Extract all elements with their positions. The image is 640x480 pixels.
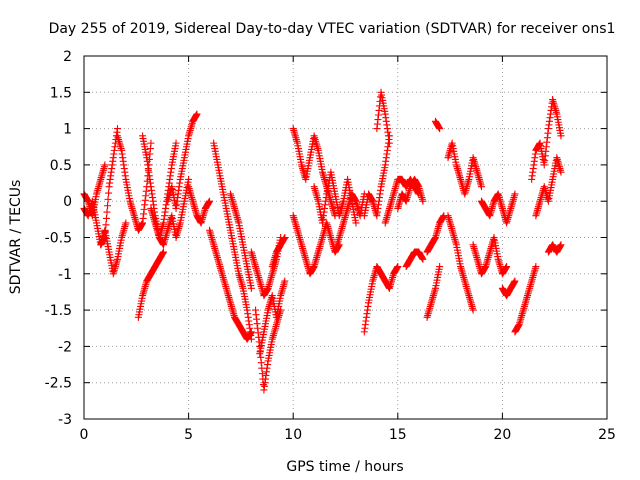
x-axis-label: GPS time / hours: [286, 459, 403, 475]
data-point: [101, 161, 109, 169]
x-tick-label: 20: [493, 427, 511, 443]
series-track: [134, 248, 167, 321]
series-track: [206, 226, 255, 343]
data-point: [104, 195, 112, 203]
data-point: [281, 234, 289, 241]
series-track: [444, 139, 485, 198]
series-track: [331, 190, 368, 256]
x-tick-label: 15: [389, 427, 407, 443]
data-point: [477, 183, 485, 191]
data-point: [281, 277, 289, 285]
series-track: [360, 263, 402, 336]
data-point: [185, 175, 193, 183]
series-track: [402, 248, 427, 271]
series-track: [498, 277, 519, 300]
series-track: [268, 234, 289, 271]
series-track: [469, 234, 511, 278]
series-track: [289, 125, 339, 220]
y-tick-label: 1.5: [50, 85, 72, 101]
series-track: [528, 96, 565, 183]
data-point: [147, 139, 155, 147]
series-track: [423, 212, 448, 256]
series-track: [97, 219, 130, 278]
data-point: [503, 263, 511, 271]
data-point: [511, 190, 519, 198]
series-track: [147, 175, 193, 249]
series-track: [444, 212, 477, 314]
data-point: [557, 241, 565, 249]
series-track: [252, 306, 285, 394]
y-tick-label: 0: [63, 194, 72, 210]
series-track: [394, 175, 427, 212]
data-point: [206, 197, 214, 205]
data-point: [159, 248, 167, 256]
y-tick-label: 0.5: [50, 158, 72, 174]
data-point: [419, 197, 427, 205]
data-point: [557, 132, 565, 140]
series-track: [226, 190, 255, 292]
data-points: [80, 88, 565, 394]
series-track: [139, 132, 180, 241]
series-track: [185, 183, 214, 227]
series-track: [431, 117, 444, 133]
series-track: [477, 190, 519, 227]
y-tick-label: -0.5: [45, 231, 72, 247]
data-point: [436, 125, 444, 133]
data-point: [102, 221, 110, 229]
series-track: [164, 110, 201, 212]
y-tick-label: -1.5: [45, 303, 72, 319]
data-point: [104, 202, 112, 210]
y-axis-label: SDTVAR / TECUs: [8, 180, 24, 295]
data-point: [436, 263, 444, 271]
axis-ticks: 0 5 10 15 20 25 -3 -2.5 -2 -1.5 -1 -0.5 0 0.5 1 1.5 2: [45, 49, 616, 443]
data-point: [193, 110, 201, 118]
y-tick-label: -1: [58, 267, 72, 283]
x-tick-label: 10: [284, 427, 302, 443]
data-point: [122, 219, 130, 227]
data-point: [385, 139, 393, 147]
y-tick-label: 2: [63, 49, 72, 65]
plot-frame: [83, 55, 608, 420]
x-tick-label: 5: [184, 427, 193, 443]
data-point: [113, 125, 121, 133]
data-point: [103, 208, 111, 216]
grid-lines: [84, 56, 607, 419]
data-point: [557, 168, 565, 176]
series-track: [373, 88, 393, 147]
data-point: [352, 219, 360, 227]
data-point: [532, 263, 540, 271]
series-track: [256, 277, 289, 358]
series-track: [80, 161, 109, 220]
x-tick-label: 0: [80, 427, 89, 443]
data-point: [105, 189, 113, 197]
data-point: [247, 284, 255, 292]
series-track: [532, 154, 565, 220]
data-point: [247, 328, 255, 336]
series-track: [289, 212, 343, 278]
series-track: [113, 132, 155, 234]
y-tick-label: -3: [58, 412, 72, 428]
data-point: [172, 139, 180, 147]
chart-title: Day 255 of 2019, Sidereal Day-to-day VTE…: [49, 21, 616, 37]
y-tick-label: -2: [58, 339, 72, 355]
data-point: [419, 255, 427, 263]
data-point: [469, 306, 477, 314]
data-point: [511, 277, 519, 285]
series-track: [423, 263, 444, 321]
y-tick-label: 1: [63, 122, 72, 138]
series-track: [544, 241, 565, 256]
series-track: [511, 263, 540, 336]
data-point: [394, 263, 402, 271]
series-track: [310, 168, 360, 227]
x-tick-label: 25: [598, 427, 616, 443]
y-tick-label: -2.5: [45, 376, 72, 392]
data-point: [102, 214, 110, 222]
